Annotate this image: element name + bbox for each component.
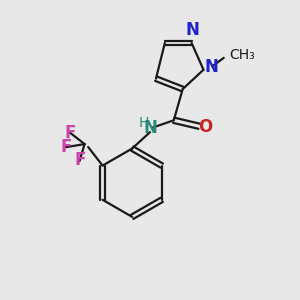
Text: N: N — [205, 58, 219, 76]
Text: N: N — [185, 20, 199, 38]
Text: N: N — [143, 119, 157, 137]
Text: F: F — [74, 151, 85, 169]
Text: F: F — [60, 138, 72, 156]
Text: H: H — [138, 116, 148, 130]
Text: CH₃: CH₃ — [229, 48, 254, 62]
Text: F: F — [65, 124, 76, 142]
Text: O: O — [199, 118, 213, 136]
